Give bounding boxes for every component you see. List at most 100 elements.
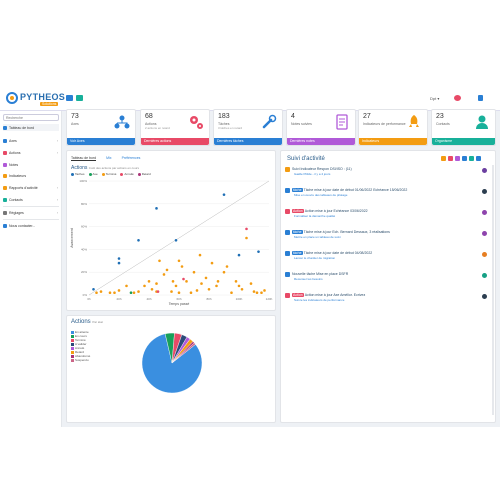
sidebar-item-reports[interactable]: Rapports d'activité ‹ [3, 184, 59, 191]
tab-mix[interactable]: Mix [106, 156, 112, 160]
scatter-point[interactable] [240, 288, 244, 291]
scatter-point[interactable] [108, 291, 112, 295]
stat-card-notes[interactable]: 4 Notes suivies Dernières notes [286, 109, 356, 146]
pie-legend-item[interactable]: Annulé [71, 346, 90, 350]
scatter-point[interactable] [158, 259, 161, 263]
sidebar-item-contacts[interactable]: Contacts ‹ [3, 196, 59, 203]
pie-slice[interactable] [171, 342, 196, 364]
scatter-point[interactable] [245, 236, 248, 240]
scatter-point[interactable] [204, 276, 208, 280]
filter-tasks-icon[interactable] [462, 156, 467, 161]
scatter-point[interactable] [137, 238, 140, 242]
menu-toggle-icon[interactable] [66, 95, 73, 101]
activity-link[interactable]: Formaliser la démarche qualité [294, 214, 336, 218]
scatter-point[interactable] [137, 290, 140, 293]
card-footer-link[interactable]: Indicateurs [359, 138, 427, 145]
scatter-point[interactable] [245, 227, 248, 231]
scatter-point[interactable] [165, 268, 169, 272]
pie-legend-item[interactable]: A valider [71, 342, 90, 346]
activity-title[interactable]: tâche Tâche mise à jour date de début 04/… [292, 251, 372, 255]
scatter-point[interactable] [125, 284, 128, 288]
scatter-point[interactable] [174, 238, 178, 242]
share-icon[interactable] [478, 95, 483, 101]
scatter-point[interactable] [92, 288, 95, 291]
scatter-point[interactable] [170, 290, 173, 293]
activity-link[interactable]: Mettre en place un tableau de suivi [294, 235, 341, 239]
stat-card-actions[interactable]: 68 Actions 2 actions en retard Dernières… [140, 109, 210, 146]
legend-item[interactable]: Taches [71, 172, 85, 176]
scatter-point[interactable] [182, 277, 185, 281]
filter-contacts-icon[interactable] [469, 156, 474, 161]
pie-legend-item[interactable]: Terminé [71, 338, 90, 342]
scatter-point[interactable] [195, 289, 199, 292]
scatter-point[interactable] [207, 288, 211, 291]
scatter-point[interactable] [117, 261, 121, 265]
scatter-point[interactable] [155, 207, 158, 210]
scatter-point[interactable] [143, 284, 146, 288]
scatter-point[interactable] [95, 291, 98, 295]
sidebar-item-settings[interactable]: Réglages ‹ [3, 209, 59, 216]
scatter-point[interactable] [216, 280, 220, 283]
sidebar-item-notes[interactable]: Notes [3, 161, 59, 168]
scatter-point[interactable] [147, 280, 151, 283]
stat-card-tasks[interactable]: 183 Tâches 3 tâches en retard Dernières … [213, 109, 283, 146]
stat-card-contacts[interactable]: 23 Contacts Organisme [431, 109, 496, 146]
activity-link[interactable]: Recenser les besoins [294, 277, 323, 281]
scatter-point[interactable] [162, 273, 166, 276]
pie-legend-item[interactable]: Abandonné [71, 354, 90, 358]
scatter-point[interactable] [129, 291, 133, 295]
activity-link[interactable]: Mise en œuvre des tableaux de pilotage [294, 193, 348, 197]
activity-title[interactable]: Nouvelle tâche Mise en place DSFR [292, 272, 348, 276]
scatter-point[interactable] [180, 265, 184, 268]
activity-title[interactable]: tâche Tâche mise à jour date de début 01/… [292, 188, 407, 192]
scatter-point[interactable] [215, 284, 218, 288]
legend-item[interactable]: Retard [137, 172, 151, 176]
scatter-point[interactable] [177, 259, 181, 263]
activity-title[interactable]: tâche Tâche mise à jour Ech. Bernard Dess… [292, 230, 390, 234]
legend-item[interactable]: Annulé [120, 172, 134, 176]
sidebar-item-axes[interactable]: Axes ‹ [3, 137, 59, 144]
scatter-point[interactable] [113, 291, 116, 295]
scatter-point[interactable] [117, 257, 121, 260]
scatter-point[interactable] [210, 261, 214, 265]
scatter-point[interactable] [177, 291, 181, 295]
scatter-point[interactable] [222, 270, 226, 274]
scatter-point[interactable] [189, 291, 193, 295]
filter-all-icon[interactable] [476, 156, 481, 161]
sidebar-item-indicators[interactable]: Indicateurs [3, 172, 59, 179]
activity-link[interactable]: Suivre les indicateurs de performance [294, 298, 345, 302]
filter-notes-icon[interactable] [455, 156, 460, 161]
activity-title[interactable]: Suivi Indicateur Respon DSI/ISO : (11) [292, 167, 352, 171]
scatter-point[interactable] [222, 193, 226, 196]
scatter-point[interactable] [252, 290, 256, 293]
card-footer-link[interactable]: Voir Axes [67, 138, 135, 145]
pie-legend-item[interactable]: Suspendu [71, 358, 90, 362]
scatter-point[interactable] [234, 280, 238, 283]
scatter-point[interactable] [237, 284, 241, 288]
activity-link[interactable]: Lancer le chantier de migration [294, 256, 336, 260]
scatter-point[interactable] [150, 288, 154, 291]
legend-item[interactable]: Axe [88, 172, 98, 176]
legend-item[interactable]: Terminé [101, 172, 116, 176]
stat-card-indicators[interactable]: 27 Indicateurs de performance Indicateur… [358, 109, 428, 146]
pie-legend-item[interactable]: En cours [71, 334, 90, 338]
activity-link[interactable]: Gaëlle Pitilde - il y a 4 jours [294, 172, 331, 176]
activity-title[interactable]: Action Action mise à jour Axe Amélior. Ec… [292, 293, 365, 297]
filter-indicators-icon[interactable] [441, 156, 446, 161]
scatter-point[interactable] [263, 289, 266, 292]
card-footer-link[interactable]: Dernières actions [141, 138, 209, 145]
sidebar-item-actions[interactable]: Actions ‹ [3, 149, 59, 156]
scatter-point[interactable] [237, 253, 241, 257]
scrollbar[interactable] [492, 165, 494, 415]
brand-logo[interactable]: PYTHEOS Solutions [4, 89, 65, 109]
scatter-point[interactable] [156, 290, 160, 293]
scatter-point[interactable] [171, 280, 175, 283]
activity-title[interactable]: Action Action mise à jour Echéance 03/06/… [292, 209, 368, 213]
card-footer-link[interactable]: Dernières tâches [214, 138, 282, 145]
tab-dashboard[interactable]: Tableau de bord [71, 156, 97, 161]
scatter-point[interactable] [260, 291, 263, 295]
scatter-point[interactable] [225, 265, 229, 268]
card-footer-link[interactable]: Dernières notes [287, 138, 355, 145]
scatter-point[interactable] [200, 282, 203, 285]
scatter-point[interactable] [255, 291, 259, 295]
